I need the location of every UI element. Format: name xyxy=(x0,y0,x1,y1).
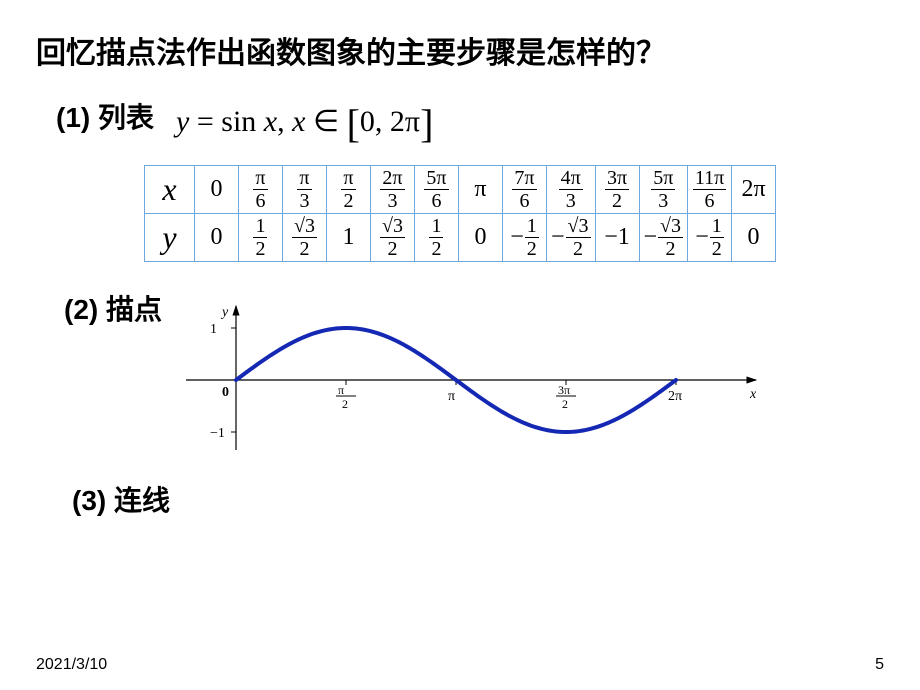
y-cell: −√32 xyxy=(546,213,595,261)
y-cell: 12 xyxy=(238,213,282,261)
x-cell: 5π3 xyxy=(639,165,688,213)
sine-chart: yx01−1π2π3π22π xyxy=(176,300,776,460)
step2-row: (2) 描点 yx01−1π2π3π22π xyxy=(36,288,884,465)
x-cell: π2 xyxy=(326,165,370,213)
x-cell: 2π xyxy=(732,165,776,213)
svg-text:π: π xyxy=(448,389,455,404)
step3-label: (3) 连线 xyxy=(72,479,170,519)
footer-date: 2021/3/10 xyxy=(36,656,107,674)
x-cell: 4π3 xyxy=(546,165,595,213)
x-cell: 11π6 xyxy=(688,165,732,213)
svg-text:y: y xyxy=(220,305,229,320)
y-cell: −12 xyxy=(502,213,546,261)
svg-text:−1: −1 xyxy=(210,426,225,441)
svg-text:x: x xyxy=(749,387,757,402)
table-row-x: x 0π6π3π22π35π6π7π64π33π25π311π62π xyxy=(144,165,775,213)
footer: 2021/3/10 5 xyxy=(36,656,884,674)
y-cell: −1 xyxy=(595,213,639,261)
svg-text:2: 2 xyxy=(562,397,568,411)
svg-text:π: π xyxy=(338,383,344,397)
y-cell: 0 xyxy=(194,213,238,261)
y-cell: 12 xyxy=(414,213,458,261)
step1-formula: y = sin x, x ∈ [0, 2π] xyxy=(176,105,433,138)
slide: 回忆描点法作出函数图象的主要步骤是怎样的？ (1) 列表 y = sin x, … xyxy=(0,0,920,690)
svg-text:2: 2 xyxy=(342,397,348,411)
page-title: 回忆描点法作出函数图象的主要步骤是怎样的？ xyxy=(36,28,884,72)
footer-page: 5 xyxy=(875,656,884,674)
x-cell: 7π6 xyxy=(502,165,546,213)
step1-label: (1) 列表 xyxy=(56,96,154,136)
y-cell: 1 xyxy=(326,213,370,261)
chart-container: yx01−1π2π3π22π xyxy=(176,300,776,465)
y-cell: 0 xyxy=(732,213,776,261)
x-cell: 2π3 xyxy=(370,165,414,213)
svg-text:1: 1 xyxy=(210,322,217,337)
step1-row: (1) 列表 y = sin x, x ∈ [0, 2π] xyxy=(36,96,884,147)
x-cell: 5π6 xyxy=(414,165,458,213)
svg-text:0: 0 xyxy=(222,385,229,400)
x-cell: π6 xyxy=(238,165,282,213)
y-cell: −12 xyxy=(688,213,732,261)
step2-label: (2) 描点 xyxy=(64,288,162,328)
y-cell: √32 xyxy=(282,213,326,261)
y-cell: √32 xyxy=(370,213,414,261)
table-row-y: y 012√321√32120−12−√32−1−√32−120 xyxy=(144,213,775,261)
x-cell: 3π2 xyxy=(595,165,639,213)
svg-text:2π: 2π xyxy=(668,389,682,404)
y-cell: 0 xyxy=(458,213,502,261)
value-table: x 0π6π3π22π35π6π7π64π33π25π311π62π y 012… xyxy=(144,165,776,262)
x-head: x xyxy=(144,165,194,213)
svg-text:3π: 3π xyxy=(558,383,570,397)
y-head: y xyxy=(144,213,194,261)
x-cell: π xyxy=(458,165,502,213)
x-cell: 0 xyxy=(194,165,238,213)
y-cell: −√32 xyxy=(639,213,688,261)
x-cell: π3 xyxy=(282,165,326,213)
step3-row: (3) 连线 xyxy=(36,479,884,519)
